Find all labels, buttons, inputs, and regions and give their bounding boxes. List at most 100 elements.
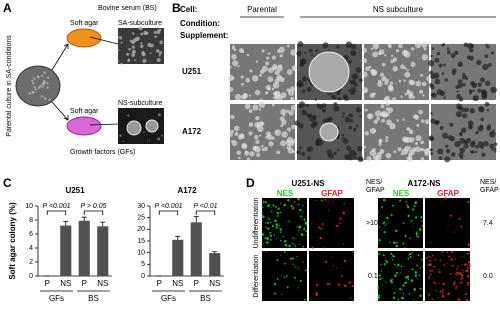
cell: [436, 51, 441, 56]
cell: [289, 257, 292, 260]
cell: [464, 107, 470, 113]
cell: [457, 265, 459, 267]
cell: [372, 51, 379, 58]
cell: [268, 218, 271, 220]
cell: [382, 254, 385, 257]
cell: [264, 91, 269, 95]
micrograph-bg: [262, 251, 307, 301]
cell: [408, 137, 415, 143]
cell: [421, 224, 424, 227]
cell: [238, 48, 244, 54]
cell: [150, 43, 154, 48]
cell: [406, 90, 410, 94]
cell: [415, 232, 418, 236]
cell: [385, 152, 392, 159]
cell: [286, 109, 290, 113]
group-label: BS: [200, 294, 211, 303]
cell: [314, 98, 318, 101]
cell: [290, 204, 293, 208]
cell: [331, 256, 333, 258]
panel-b: B Cell: Condition: Supplement: Parental …: [172, 1, 496, 136]
cell: [287, 199, 290, 202]
cell: [157, 113, 161, 117]
cell: [310, 123, 316, 129]
cell: [444, 197, 447, 200]
cell: [33, 85, 36, 89]
cell: [376, 286, 380, 290]
annotation: P <0.01: [193, 203, 217, 210]
cell: [408, 146, 412, 150]
cell: [266, 241, 269, 244]
error-bar: [212, 251, 218, 254]
cell: [273, 234, 275, 236]
cell: [279, 231, 282, 234]
cell: [462, 72, 466, 76]
cell: [413, 288, 416, 291]
cell: [298, 146, 302, 150]
cell: [40, 74, 44, 77]
cell: [293, 201, 296, 203]
cell: [376, 116, 380, 121]
cell: [363, 145, 367, 149]
cell: [337, 283, 341, 286]
cell: [451, 264, 454, 267]
cell: [359, 115, 362, 118]
arrow: [89, 36, 119, 126]
cell: [344, 153, 351, 160]
cell: [245, 77, 251, 83]
x-tick-label: P: [82, 279, 87, 288]
cell: [279, 116, 285, 122]
cell: [371, 147, 376, 152]
x-tick-label: NS: [97, 279, 108, 288]
cell: [256, 123, 260, 128]
cell: [474, 150, 478, 154]
cell: [298, 243, 300, 246]
cell: [287, 147, 294, 154]
cell: [401, 289, 403, 291]
row-header: Supplement:: [180, 31, 228, 40]
cell: [303, 218, 306, 221]
label: SA-subculture: [118, 20, 162, 27]
cell: [378, 294, 381, 297]
cell: [408, 149, 415, 156]
cell: [404, 247, 406, 249]
error-bar: [100, 221, 106, 227]
cell: [477, 82, 483, 87]
cell: [460, 274, 464, 277]
cell: [394, 291, 396, 293]
cell: [407, 214, 410, 218]
cell: [326, 149, 332, 155]
cell: [388, 44, 392, 49]
chart-title: U251: [65, 186, 85, 195]
cell: [489, 143, 495, 149]
error-bar: [175, 235, 181, 240]
cell: [400, 265, 403, 268]
cell: [429, 241, 431, 244]
micrograph: [376, 251, 424, 301]
cell: [434, 57, 440, 63]
cell: [403, 137, 409, 143]
cell: [449, 214, 452, 217]
cell: [252, 104, 259, 111]
cell: [267, 87, 271, 91]
cell: [421, 54, 429, 61]
cell: [267, 227, 270, 230]
cell: [281, 293, 283, 295]
cell: [36, 75, 40, 78]
error-bar: [81, 216, 87, 221]
x-tick-label: NS: [60, 279, 71, 288]
cell: [159, 40, 164, 45]
cell: [423, 47, 427, 51]
cell: [385, 136, 389, 140]
row-label: U251: [182, 67, 202, 76]
vertical-label: Parental culture in SA-conditions: [6, 35, 13, 137]
cell: [400, 95, 403, 98]
cell: [311, 115, 318, 121]
cell: [287, 220, 289, 223]
cell: [272, 63, 278, 70]
cell: [48, 98, 51, 102]
cell: [292, 207, 295, 210]
cell: [342, 111, 346, 115]
cell: [441, 250, 444, 253]
cell: [392, 296, 396, 299]
